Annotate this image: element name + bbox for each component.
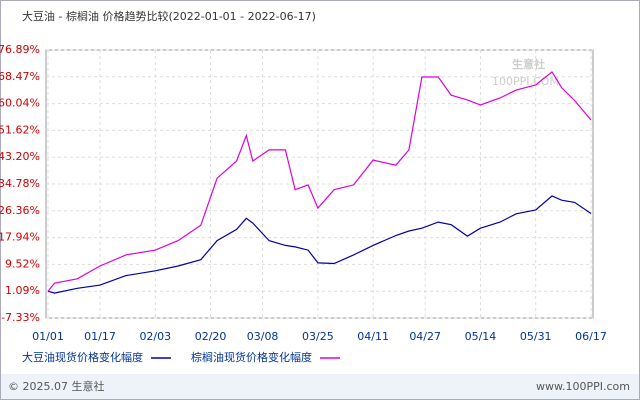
x-tick-label: 02/20 [195, 330, 227, 343]
x-tick-label: 03/08 [247, 330, 279, 343]
y-tick-label: 43.20% [0, 150, 40, 163]
x-tick-label: 04/27 [409, 330, 441, 343]
x-tick-label: 01/17 [84, 330, 116, 343]
x-tick-label: 05/31 [520, 330, 552, 343]
watermark: 生意社 [512, 57, 545, 71]
x-tick-label: 04/11 [357, 330, 389, 343]
y-tick-label: 51.62% [0, 123, 40, 136]
y-tick-label: -7.33% [1, 311, 40, 324]
y-tick-label: 68.47% [0, 70, 40, 83]
y-tick-label: 26.36% [0, 204, 40, 217]
y-tick-label: 9.52% [5, 257, 40, 270]
watermark: 100PPI.COM [492, 75, 559, 88]
footer-bar [1, 374, 639, 399]
y-tick-label: 34.78% [0, 177, 40, 190]
x-tick-label: 06/17 [575, 330, 607, 343]
y-tick-label: 76.89% [0, 43, 40, 56]
y-tick-label: 17.94% [0, 231, 40, 244]
legend-label: 大豆油现货价格变化幅度 [22, 350, 143, 364]
footer-text: © 2025.07 生意社 [8, 379, 104, 393]
series-line [47, 71, 592, 292]
legend-label: 棕榈油现货价格变化幅度 [191, 350, 312, 364]
x-tick-label: 05/14 [465, 330, 497, 343]
y-tick-label: 1.09% [5, 284, 40, 297]
y-tick-label: 60.04% [0, 97, 40, 110]
x-tick-label: 02/03 [139, 330, 171, 343]
x-tick-label: 01/01 [32, 330, 64, 343]
x-tick-label: 03/25 [302, 330, 334, 343]
footer-text: www.100PPI.com [536, 380, 630, 393]
series-line [47, 195, 592, 294]
chart-title: 大豆油 - 棕榈油 价格趋势比较(2022-01-01 - 2022-06-17… [22, 9, 316, 23]
